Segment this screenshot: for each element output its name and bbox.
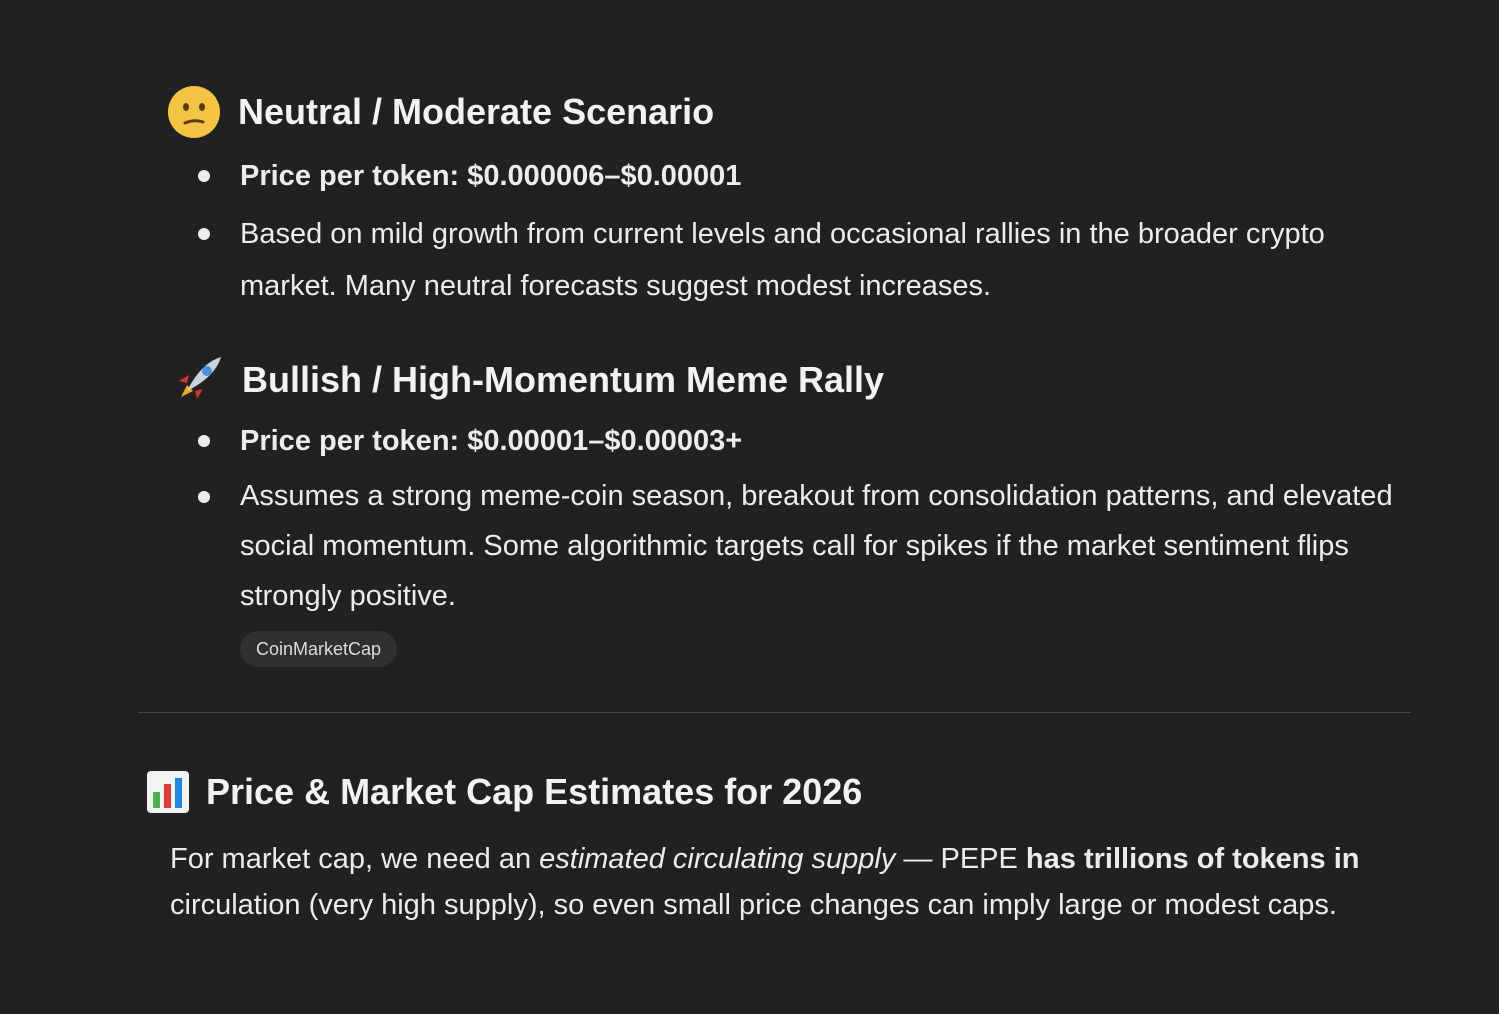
bold-text: has trillions of tokens in — [1025, 843, 1360, 875]
price-bullet: Price per token: $0.000006–$0.00001 — [198, 150, 1428, 202]
section-heading-estimates: Price & Market Cap Estimates for 2026 — [140, 764, 862, 820]
description-bullet: Based on mild growth from current levels… — [198, 208, 1428, 312]
divider — [138, 712, 1411, 713]
description-text: Assumes a strong meme-coin season, break… — [240, 480, 1393, 612]
price-bullet: Price per token: $0.00001–$0.00003+ — [198, 415, 1398, 467]
bar-chart-icon — [140, 764, 196, 820]
confused-face-icon — [166, 84, 222, 140]
neutral-bullets: Price per token: $0.000006–$0.00001 Base… — [198, 150, 1428, 312]
text: For market cap, we need an — [170, 843, 540, 875]
heading-text: Neutral / Moderate Scenario — [238, 91, 715, 132]
rocket-icon — [170, 352, 226, 408]
heading-text: Price & Market Cap Estimates for 2026 — [206, 771, 863, 812]
section-heading-bullish: Bullish / High-Momentum Meme Rally — [170, 352, 884, 408]
source-chip-coinmarketcap[interactable]: CoinMarketCap — [240, 631, 398, 667]
estimates-paragraph: For market cap, we need an estimated cir… — [170, 836, 1410, 928]
description-bullet: Assumes a strong meme-coin season, break… — [198, 471, 1398, 671]
section-heading-neutral: Neutral / Moderate Scenario — [166, 84, 714, 140]
heading-text: Bullish / High-Momentum Meme Rally — [242, 359, 885, 400]
text: circulation (very high supply), so even … — [170, 889, 1337, 921]
bullish-bullets: Price per token: $0.00001–$0.00003+ Assu… — [198, 415, 1398, 671]
italic-text: estimated circulating supply — [539, 843, 896, 875]
text: — PEPE — [895, 843, 1026, 875]
